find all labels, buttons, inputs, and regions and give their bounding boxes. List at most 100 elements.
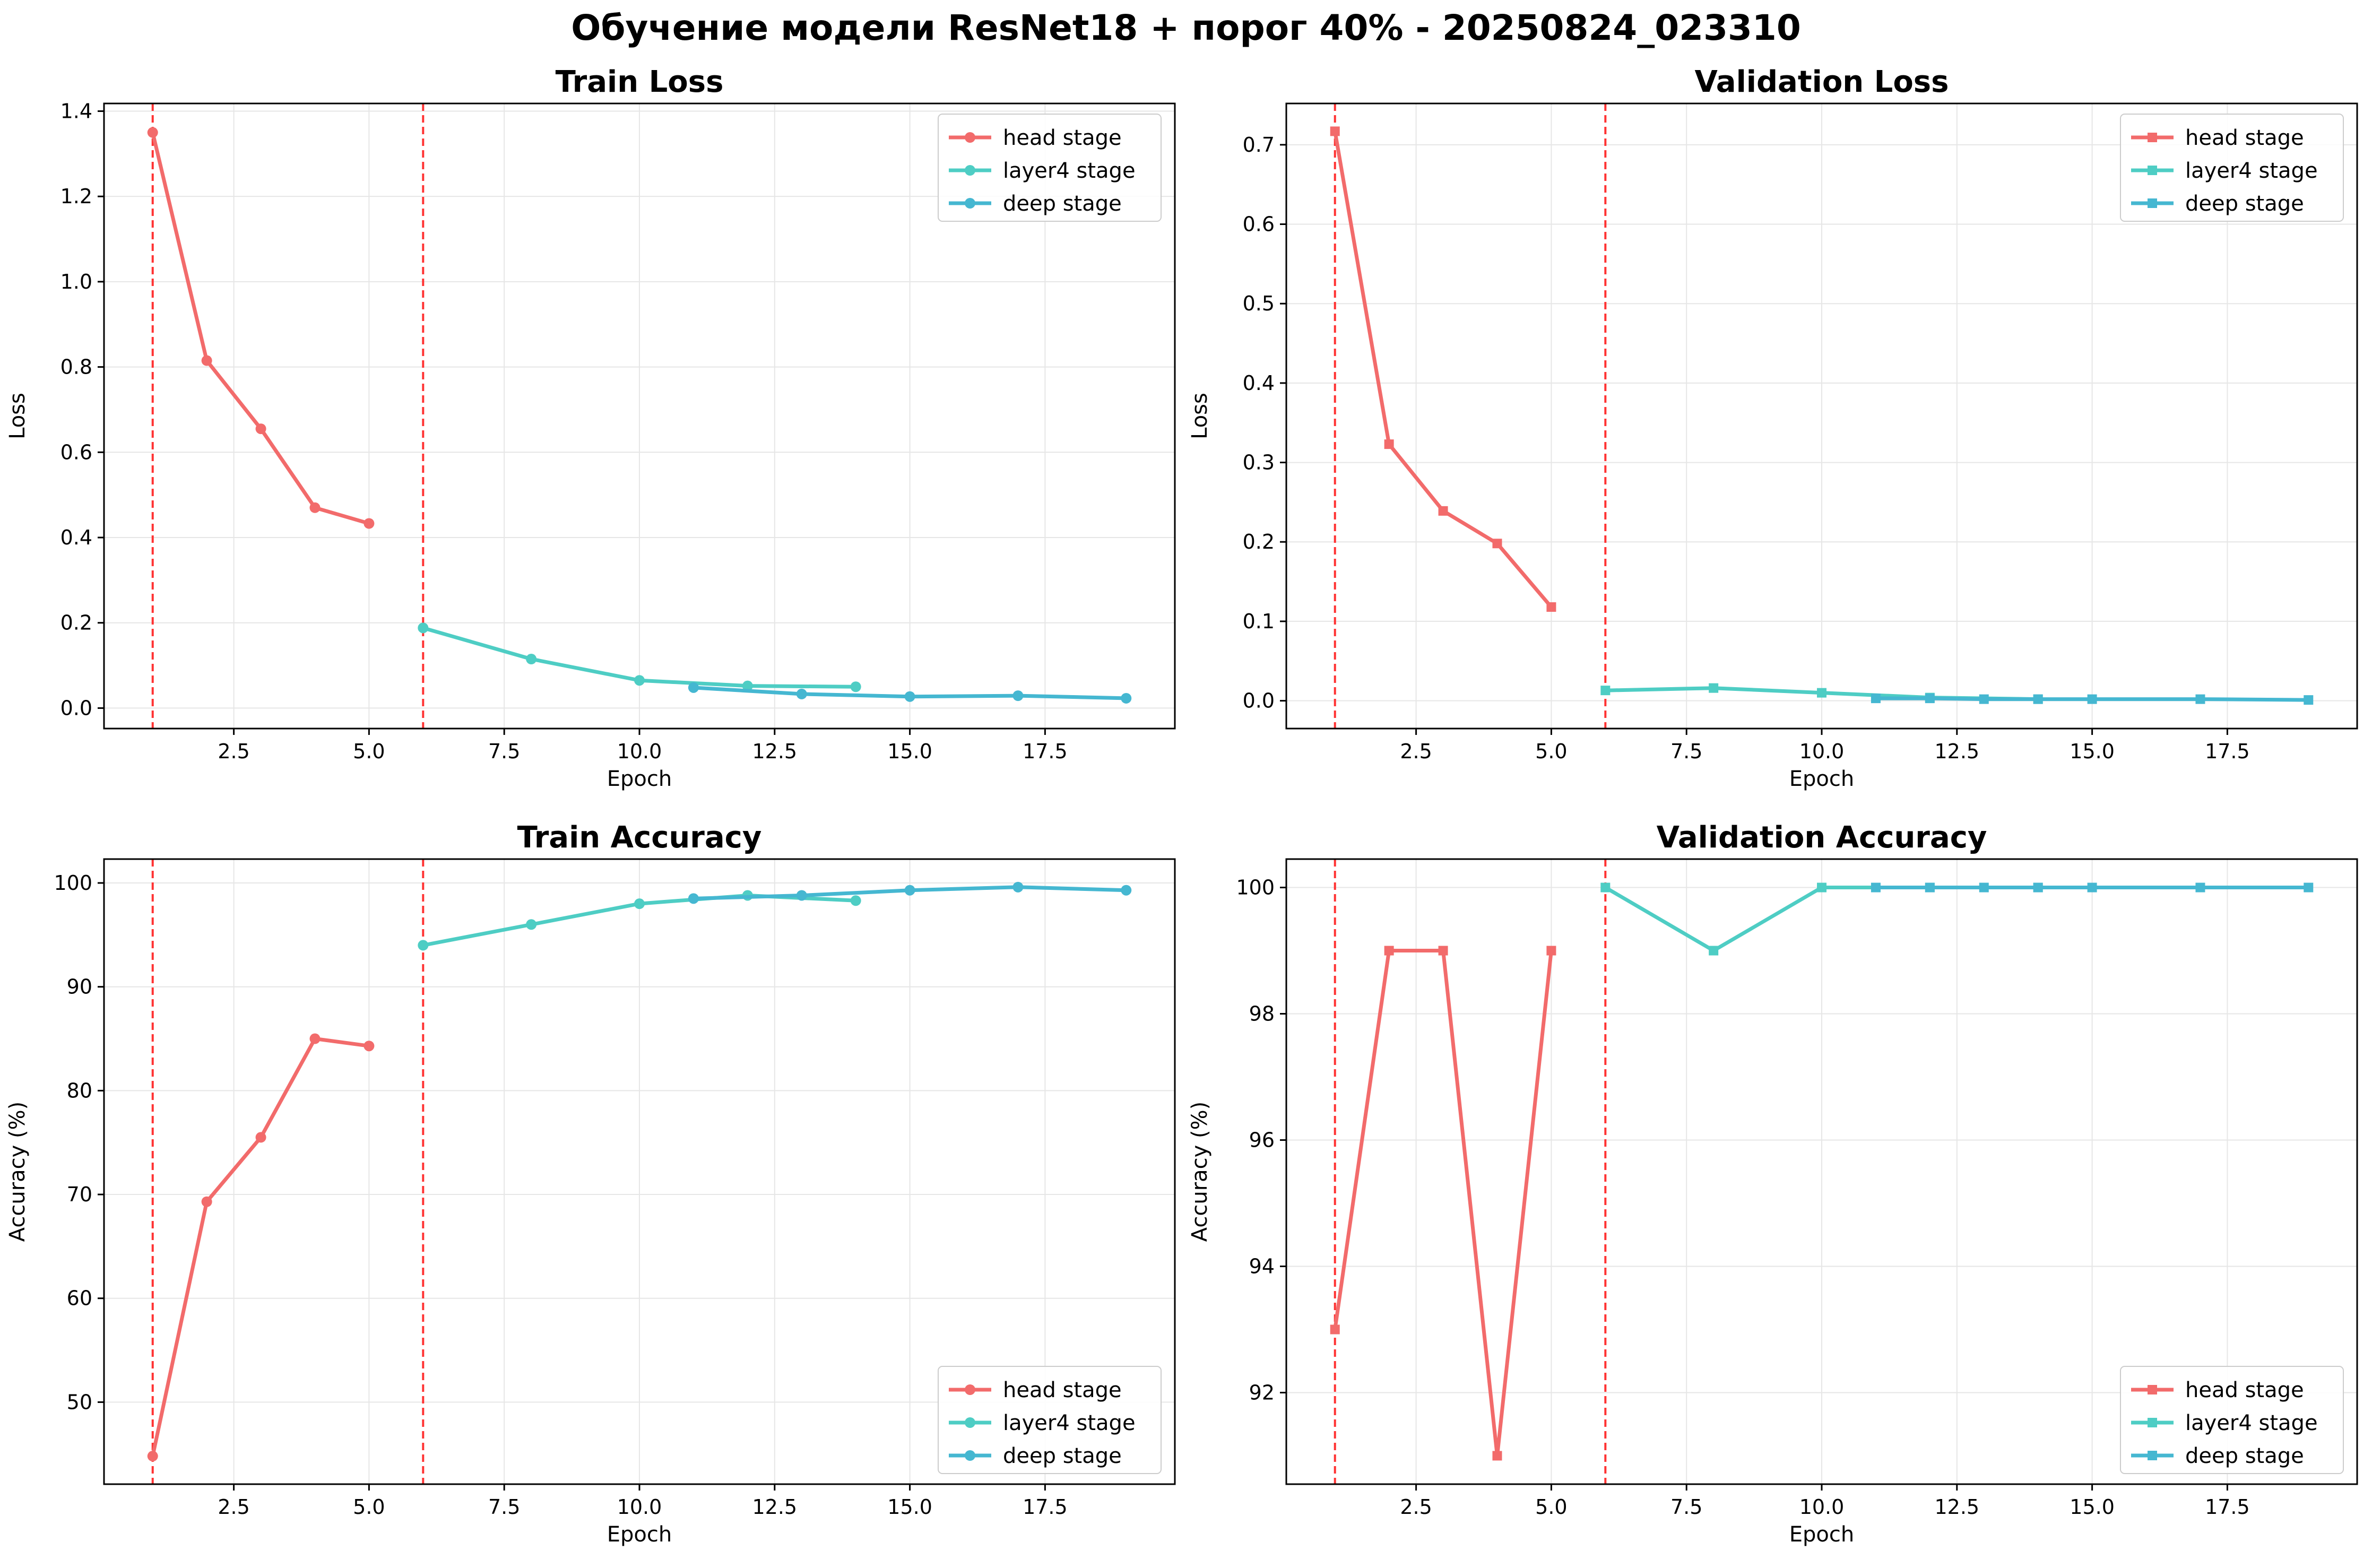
data-point — [309, 502, 321, 513]
x-tick-label: 7.5 — [488, 740, 520, 763]
x-tick-label: 17.5 — [2205, 740, 2250, 763]
data-point — [201, 355, 212, 366]
y-tick-label: 1.2 — [60, 185, 92, 208]
y-tick-label: 0.7 — [1243, 133, 1275, 157]
y-tick-label: 50 — [67, 1390, 92, 1414]
legend-marker — [965, 1417, 975, 1428]
x-tick-label: 15.0 — [887, 740, 932, 763]
data-point — [2033, 882, 2043, 893]
x-axis-label: Epoch — [1789, 767, 1854, 791]
subplot-0: 2.5 5.0 7.5 10.0 12.5 15.0 17.5 0.0 0.2 0.4 0.6 0.8… — [5, 65, 1176, 791]
x-tick-label: 12.5 — [1934, 1495, 1979, 1519]
x-axis-label: Epoch — [607, 1522, 672, 1547]
x-tick-label: 12.5 — [1934, 740, 1979, 763]
x-tick-label: 10.0 — [1799, 1495, 1845, 1519]
y-tick-label: 0.8 — [60, 356, 92, 379]
series-line-0 — [1333, 949, 1553, 1458]
subplot-title: Validation Loss — [1695, 65, 1949, 99]
legend: head stage layer4 stage deep stage — [2120, 114, 2344, 222]
y-tick-label: 100 — [54, 871, 92, 895]
data-point — [634, 898, 645, 909]
x-tick-label: 17.5 — [1023, 740, 1068, 763]
data-point — [796, 890, 807, 901]
x-tick-label: 7.5 — [488, 1495, 520, 1519]
y-tick-label: 0.1 — [1243, 610, 1275, 633]
data-point — [1492, 539, 1502, 549]
legend-box — [2120, 114, 2344, 222]
legend-label: head stage — [2185, 126, 2304, 150]
series-line-0 — [151, 1037, 371, 1458]
x-tick-label: 5.0 — [353, 1495, 385, 1519]
legend-label: layer4 stage — [2185, 1411, 2318, 1435]
figure-title: Обучение модели ResNet18 + порог 40% - 2… — [571, 7, 1801, 48]
x-tick-label: 2.5 — [1400, 740, 1432, 763]
y-tick-label: 0.6 — [60, 440, 92, 464]
data-point — [1600, 686, 1611, 696]
y-tick-label: 0.6 — [1243, 213, 1275, 236]
legend-marker — [2148, 1451, 2157, 1460]
y-tick-label: 0.4 — [1243, 371, 1275, 395]
legend-marker — [965, 198, 975, 209]
y-tick-label: 96 — [1249, 1129, 1275, 1152]
data-point — [1012, 881, 1024, 893]
data-point — [1121, 692, 1132, 704]
x-tick-label: 7.5 — [1670, 740, 1702, 763]
x-tick-label: 2.5 — [218, 740, 249, 763]
data-point — [1817, 688, 1826, 698]
legend-box — [938, 114, 1162, 222]
x-axis-label: Epoch — [1789, 1522, 1854, 1547]
data-point — [201, 1196, 212, 1207]
data-point — [2304, 882, 2314, 893]
data-point — [255, 1132, 266, 1143]
data-point — [850, 681, 861, 692]
legend: head stage layer4 stage deep stage — [2120, 1366, 2344, 1474]
x-tick-label: 10.0 — [617, 740, 662, 763]
series-line-0 — [1333, 129, 1553, 609]
legend-marker — [2148, 1418, 2157, 1427]
y-tick-label: 0.5 — [1243, 292, 1275, 315]
y-tick-label: 92 — [1249, 1381, 1275, 1404]
data-point — [309, 1033, 321, 1044]
legend-label: deep stage — [2185, 192, 2304, 216]
y-tick-label: 98 — [1249, 1002, 1275, 1026]
data-point — [688, 682, 699, 693]
data-point — [1546, 602, 1556, 612]
data-point — [2033, 694, 2043, 704]
y-tick-label: 0.0 — [1243, 689, 1275, 713]
y-axis-label: Loss — [1188, 393, 1212, 439]
y-axis-label: Loss — [5, 393, 30, 439]
legend-label: head stage — [2185, 1378, 2304, 1402]
x-tick-label: 10.0 — [617, 1495, 662, 1519]
data-point — [1709, 946, 1719, 956]
data-point — [1384, 439, 1394, 449]
data-point — [363, 518, 375, 529]
legend-marker — [2148, 1385, 2157, 1394]
legend-label: layer4 stage — [1003, 159, 1136, 183]
x-tick-label: 17.5 — [2205, 1495, 2250, 1519]
data-point — [1438, 506, 1448, 516]
x-tick-label: 15.0 — [887, 1495, 932, 1519]
y-tick-label: 1.0 — [60, 270, 92, 293]
data-point — [1817, 882, 1826, 893]
legend-label: layer4 stage — [2185, 159, 2318, 183]
legend-marker — [965, 1384, 975, 1395]
y-tick-label: 1.4 — [60, 99, 92, 123]
legend-label: deep stage — [1003, 1444, 1122, 1468]
legend-label: deep stage — [1003, 192, 1122, 216]
data-point — [1925, 882, 1935, 893]
subplot-3: 2.5 5.0 7.5 10.0 12.5 15.0 17.5 92 94 96 98 100 Vali… — [1188, 820, 2358, 1547]
data-point — [363, 1041, 375, 1052]
legend-label: deep stage — [2185, 1444, 2304, 1468]
y-tick-label: 0.4 — [60, 526, 92, 549]
data-point — [526, 919, 537, 930]
legend-label: layer4 stage — [1003, 1411, 1136, 1435]
data-point — [850, 895, 861, 906]
data-point — [742, 680, 753, 691]
data-point — [634, 675, 645, 686]
x-tick-label: 5.0 — [1535, 1495, 1567, 1519]
legend-marker — [965, 165, 975, 176]
data-point — [2195, 882, 2205, 893]
legend: head stage layer4 stage deep stage — [938, 1366, 1162, 1474]
data-point — [1979, 882, 1989, 893]
